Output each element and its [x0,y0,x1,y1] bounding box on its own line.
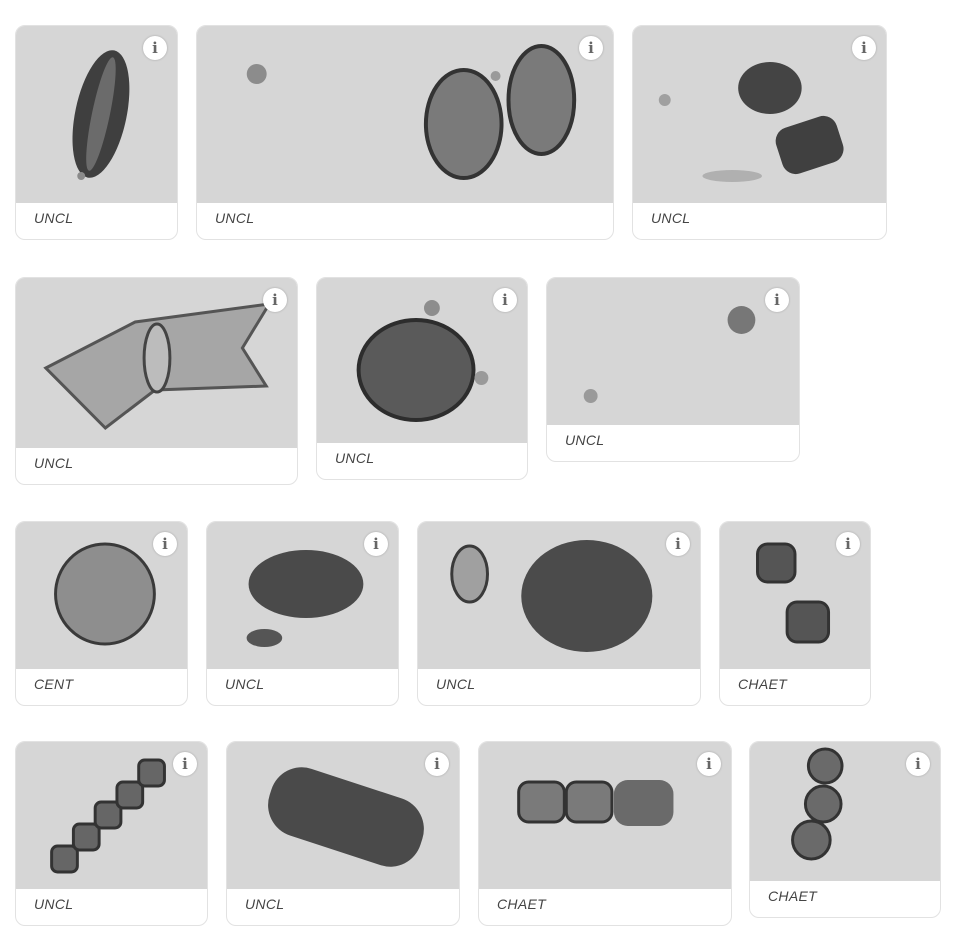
classification-label: UNCL [34,455,74,471]
info-icon[interactable]: i [364,532,388,556]
plankton-image [197,26,613,203]
info-icon[interactable]: i [666,532,690,556]
plankton-card[interactable]: i CHAET [719,521,871,706]
classification-label: UNCL [565,432,605,448]
classification-label: CHAET [738,676,787,692]
plankton-card[interactable]: i CHAET [749,741,941,918]
info-icon[interactable]: i [579,36,603,60]
info-icon[interactable]: i [263,288,287,312]
info-icon[interactable]: i [836,532,860,556]
plankton-card[interactable]: i CENT [15,521,188,706]
plankton-image [418,522,700,669]
plankton-image [633,26,886,203]
plankton-card[interactable]: i UNCL [417,521,701,706]
plankton-card[interactable]: i UNCL [15,741,208,926]
plankton-card[interactable]: i CHAET [478,741,732,926]
classification-label: CHAET [768,888,817,904]
info-icon[interactable]: i [765,288,789,312]
info-icon[interactable]: i [153,532,177,556]
plankton-card[interactable]: i UNCL [196,25,614,240]
classification-label: UNCL [436,676,476,692]
classification-label: UNCL [34,896,74,912]
info-icon[interactable]: i [906,752,930,776]
classification-label: UNCL [34,210,74,226]
info-icon[interactable]: i [143,36,167,60]
plankton-image [750,742,940,881]
info-icon[interactable]: i [697,752,721,776]
plankton-card[interactable]: i UNCL [632,25,887,240]
info-icon[interactable]: i [852,36,876,60]
plankton-card[interactable]: i UNCL [15,25,178,240]
plankton-card[interactable]: i UNCL [316,277,528,480]
classification-label: CENT [34,676,74,692]
info-icon[interactable]: i [493,288,517,312]
classification-label: UNCL [245,896,285,912]
plankton-image [547,278,799,425]
plankton-image [16,278,297,448]
plankton-image [317,278,527,443]
plankton-card[interactable]: i UNCL [546,277,800,462]
plankton-card[interactable]: i UNCL [226,741,460,926]
classification-label: UNCL [335,450,375,466]
plankton-card[interactable]: i UNCL [15,277,298,485]
plankton-image [479,742,731,889]
classification-label: CHAET [497,896,546,912]
classification-label: UNCL [651,210,691,226]
plankton-card[interactable]: i UNCL [206,521,399,706]
classification-label: UNCL [215,210,255,226]
classification-label: UNCL [225,676,265,692]
info-icon[interactable]: i [173,752,197,776]
info-icon[interactable]: i [425,752,449,776]
plankton-image [227,742,459,889]
